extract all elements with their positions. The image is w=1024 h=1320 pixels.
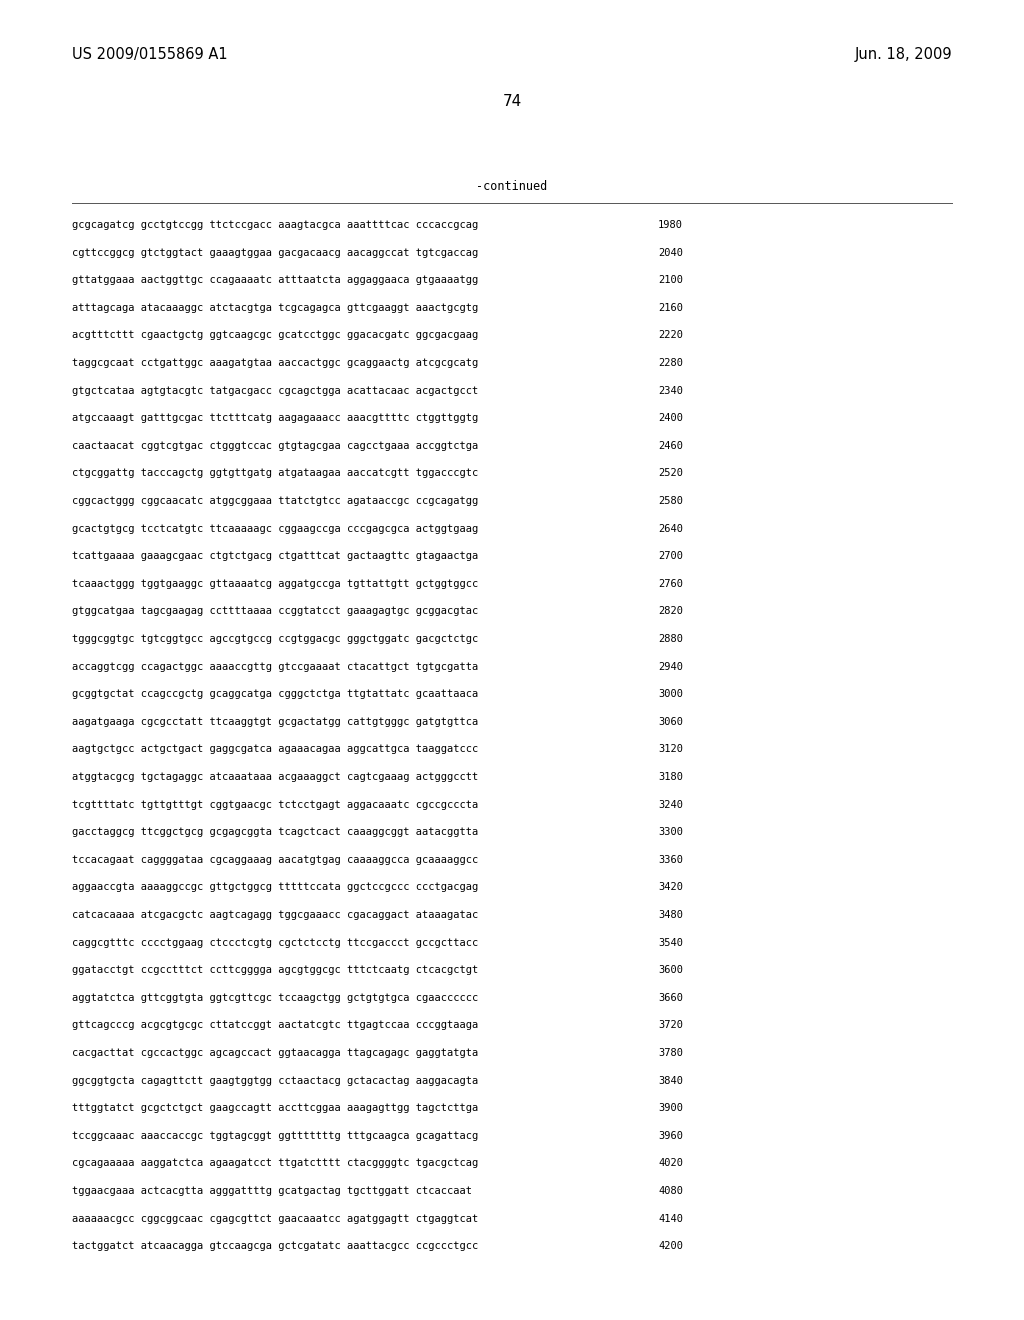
Text: caactaacat cggtcgtgac ctgggtccac gtgtagcgaa cagcctgaaa accggtctga: caactaacat cggtcgtgac ctgggtccac gtgtagc… (72, 441, 478, 451)
Text: tcaaactggg tggtgaaggc gttaaaatcg aggatgccga tgttattgtt gctggtggcc: tcaaactggg tggtgaaggc gttaaaatcg aggatgc… (72, 578, 478, 589)
Text: aagatgaaga cgcgcctatt ttcaaggtgt gcgactatgg cattgtgggc gatgtgttca: aagatgaaga cgcgcctatt ttcaaggtgt gcgacta… (72, 717, 478, 727)
Text: tactggatct atcaacagga gtccaagcga gctcgatatc aaattacgcc ccgccctgcc: tactggatct atcaacagga gtccaagcga gctcgat… (72, 1241, 478, 1251)
Text: 2760: 2760 (658, 578, 683, 589)
Text: 4080: 4080 (658, 1185, 683, 1196)
Text: accaggtcgg ccagactggc aaaaccgttg gtccgaaaat ctacattgct tgtgcgatta: accaggtcgg ccagactggc aaaaccgttg gtccgaa… (72, 661, 478, 672)
Text: catcacaaaa atcgacgctc aagtcagagg tggcgaaacc cgacaggact ataaagatac: catcacaaaa atcgacgctc aagtcagagg tggcgaa… (72, 909, 478, 920)
Text: tggaacgaaa actcacgtta agggattttg gcatgactag tgcttggatt ctcaccaat: tggaacgaaa actcacgtta agggattttg gcatgac… (72, 1185, 472, 1196)
Text: ggcggtgcta cagagttctt gaagtggtgg cctaactacg gctacactag aaggacagta: ggcggtgcta cagagttctt gaagtggtgg cctaact… (72, 1076, 478, 1085)
Text: 3780: 3780 (658, 1048, 683, 1059)
Text: cgttccggcg gtctggtact gaaagtggaa gacgacaacg aacaggccat tgtcgaccag: cgttccggcg gtctggtact gaaagtggaa gacgaca… (72, 248, 478, 257)
Text: 2880: 2880 (658, 634, 683, 644)
Text: aaaaaacgcc cggcggcaac cgagcgttct gaacaaatcc agatggagtt ctgaggtcat: aaaaaacgcc cggcggcaac cgagcgttct gaacaaa… (72, 1213, 478, 1224)
Text: aagtgctgcc actgctgact gaggcgatca agaaacagaa aggcattgca taaggatccc: aagtgctgcc actgctgact gaggcgatca agaaaca… (72, 744, 478, 755)
Text: gcactgtgcg tcctcatgtc ttcaaaaagc cggaagccga cccgagcgca actggtgaag: gcactgtgcg tcctcatgtc ttcaaaaagc cggaagc… (72, 524, 478, 533)
Text: gtggcatgaa tagcgaagag ccttttaaaa ccggtatcct gaaagagtgc gcggacgtac: gtggcatgaa tagcgaagag ccttttaaaa ccggtat… (72, 606, 478, 616)
Text: acgtttcttt cgaactgctg ggtcaagcgc gcatcctggc ggacacgatc ggcgacgaag: acgtttcttt cgaactgctg ggtcaagcgc gcatcct… (72, 330, 478, 341)
Text: 3180: 3180 (658, 772, 683, 781)
Text: gttcagcccg acgcgtgcgc cttatccggt aactatcgtc ttgagtccaa cccggtaaga: gttcagcccg acgcgtgcgc cttatccggt aactatc… (72, 1020, 478, 1031)
Text: 3000: 3000 (658, 689, 683, 700)
Text: 2280: 2280 (658, 358, 683, 368)
Text: 4140: 4140 (658, 1213, 683, 1224)
Text: atgccaaagt gatttgcgac ttctttcatg aagagaaacc aaacgttttc ctggttggtg: atgccaaagt gatttgcgac ttctttcatg aagagaa… (72, 413, 478, 424)
Text: gcggtgctat ccagccgctg gcaggcatga cgggctctga ttgtattatc gcaattaaca: gcggtgctat ccagccgctg gcaggcatga cgggctc… (72, 689, 478, 700)
Text: 3600: 3600 (658, 965, 683, 975)
Text: 2400: 2400 (658, 413, 683, 424)
Text: tcgttttatc tgttgtttgt cggtgaacgc tctcctgagt aggacaaatc cgccgcccta: tcgttttatc tgttgtttgt cggtgaacgc tctcctg… (72, 800, 478, 809)
Text: -continued: -continued (476, 181, 548, 194)
Text: tttggtatct gcgctctgct gaagccagtt accttcggaa aaagagttgg tagctcttga: tttggtatct gcgctctgct gaagccagtt accttcg… (72, 1104, 478, 1113)
Text: 2940: 2940 (658, 661, 683, 672)
Text: 4020: 4020 (658, 1159, 683, 1168)
Text: 3300: 3300 (658, 828, 683, 837)
Text: 3420: 3420 (658, 882, 683, 892)
Text: tccacagaat caggggataa cgcaggaaag aacatgtgag caaaaggcca gcaaaaggcc: tccacagaat caggggataa cgcaggaaag aacatgt… (72, 855, 478, 865)
Text: taggcgcaat cctgattggc aaagatgtaa aaccactggc gcaggaactg atcgcgcatg: taggcgcaat cctgattggc aaagatgtaa aaccact… (72, 358, 478, 368)
Text: aggtatctca gttcggtgta ggtcgttcgc tccaagctgg gctgtgtgca cgaacccccc: aggtatctca gttcggtgta ggtcgttcgc tccaagc… (72, 993, 478, 1003)
Text: 3960: 3960 (658, 1131, 683, 1140)
Text: cgcagaaaaa aaggatctca agaagatcct ttgatctttt ctacggggtc tgacgctcag: cgcagaaaaa aaggatctca agaagatcct ttgatct… (72, 1159, 478, 1168)
Text: Jun. 18, 2009: Jun. 18, 2009 (854, 48, 952, 62)
Text: caggcgtttc cccctggaag ctccctcgtg cgctctcctg ttccgaccct gccgcttacc: caggcgtttc cccctggaag ctccctcgtg cgctctc… (72, 937, 478, 948)
Text: cggcactggg cggcaacatc atggcggaaa ttatctgtcc agataaccgc ccgcagatgg: cggcactggg cggcaacatc atggcggaaa ttatctg… (72, 496, 478, 506)
Text: 74: 74 (503, 95, 521, 110)
Text: ctgcggattg tacccagctg ggtgttgatg atgataagaa aaccatcgtt tggacccgtc: ctgcggattg tacccagctg ggtgttgatg atgataa… (72, 469, 478, 478)
Text: 3240: 3240 (658, 800, 683, 809)
Text: 2220: 2220 (658, 330, 683, 341)
Text: 2820: 2820 (658, 606, 683, 616)
Text: 2340: 2340 (658, 385, 683, 396)
Text: 4200: 4200 (658, 1241, 683, 1251)
Text: 2160: 2160 (658, 302, 683, 313)
Text: 3480: 3480 (658, 909, 683, 920)
Text: ggatacctgt ccgcctttct ccttcgggga agcgtggcgc tttctcaatg ctcacgctgt: ggatacctgt ccgcctttct ccttcgggga agcgtgg… (72, 965, 478, 975)
Text: 3660: 3660 (658, 993, 683, 1003)
Text: tcattgaaaa gaaagcgaac ctgtctgacg ctgatttcat gactaagttc gtagaactga: tcattgaaaa gaaagcgaac ctgtctgacg ctgattt… (72, 552, 478, 561)
Text: US 2009/0155869 A1: US 2009/0155869 A1 (72, 48, 227, 62)
Text: gtgctcataa agtgtacgtc tatgacgacc cgcagctgga acattacaac acgactgcct: gtgctcataa agtgtacgtc tatgacgacc cgcagct… (72, 385, 478, 396)
Text: 3060: 3060 (658, 717, 683, 727)
Text: 3540: 3540 (658, 937, 683, 948)
Text: 3120: 3120 (658, 744, 683, 755)
Text: 2640: 2640 (658, 524, 683, 533)
Text: gacctaggcg ttcggctgcg gcgagcggta tcagctcact caaaggcggt aatacggtta: gacctaggcg ttcggctgcg gcgagcggta tcagctc… (72, 828, 478, 837)
Text: 3360: 3360 (658, 855, 683, 865)
Text: aggaaccgta aaaaggccgc gttgctggcg tttttccata ggctccgccc ccctgacgag: aggaaccgta aaaaggccgc gttgctggcg tttttcc… (72, 882, 478, 892)
Text: 3720: 3720 (658, 1020, 683, 1031)
Text: 2580: 2580 (658, 496, 683, 506)
Text: gttatggaaa aactggttgc ccagaaaatc atttaatcta aggaggaaca gtgaaaatgg: gttatggaaa aactggttgc ccagaaaatc atttaat… (72, 275, 478, 285)
Text: tccggcaaac aaaccaccgc tggtagcggt ggtttttttg tttgcaagca gcagattacg: tccggcaaac aaaccaccgc tggtagcggt ggttttt… (72, 1131, 478, 1140)
Text: 3900: 3900 (658, 1104, 683, 1113)
Text: atttagcaga atacaaaggc atctacgtga tcgcagagca gttcgaaggt aaactgcgtg: atttagcaga atacaaaggc atctacgtga tcgcaga… (72, 302, 478, 313)
Text: 2520: 2520 (658, 469, 683, 478)
Text: 2460: 2460 (658, 441, 683, 451)
Text: atggtacgcg tgctagaggc atcaaataaa acgaaaggct cagtcgaaag actgggcctt: atggtacgcg tgctagaggc atcaaataaa acgaaag… (72, 772, 478, 781)
Text: 3840: 3840 (658, 1076, 683, 1085)
Text: gcgcagatcg gcctgtccgg ttctccgacc aaagtacgca aaattttcac cccaccgcag: gcgcagatcg gcctgtccgg ttctccgacc aaagtac… (72, 220, 478, 230)
Text: tgggcggtgc tgtcggtgcc agccgtgccg ccgtggacgc gggctggatc gacgctctgc: tgggcggtgc tgtcggtgcc agccgtgccg ccgtgga… (72, 634, 478, 644)
Text: 1980: 1980 (658, 220, 683, 230)
Text: 2100: 2100 (658, 275, 683, 285)
Text: 2040: 2040 (658, 248, 683, 257)
Text: cacgacttat cgccactggc agcagccact ggtaacagga ttagcagagc gaggtatgta: cacgacttat cgccactggc agcagccact ggtaaca… (72, 1048, 478, 1059)
Text: 2700: 2700 (658, 552, 683, 561)
